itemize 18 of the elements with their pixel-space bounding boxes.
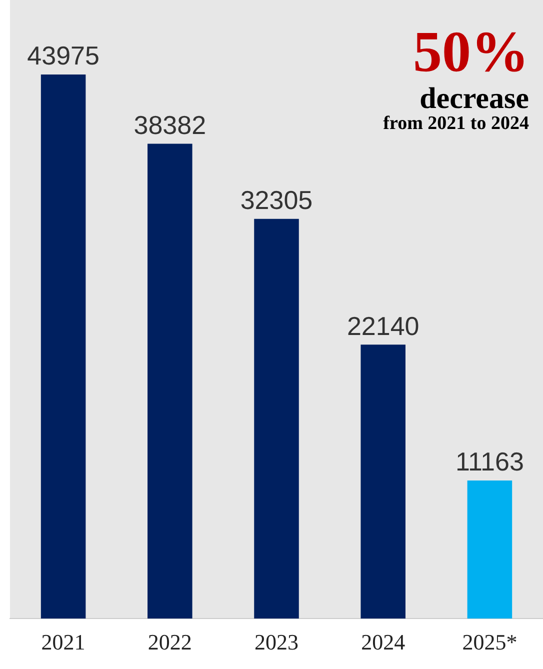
data-label: 22140 — [346, 310, 420, 341]
annotation: decrease — [418, 82, 529, 115]
bar — [360, 344, 406, 619]
annotation: 50% — [412, 19, 529, 84]
data-label: 11163 — [455, 446, 524, 477]
x-tick-label: 2023 — [254, 630, 298, 655]
data-label: 38382 — [134, 110, 206, 140]
data-label: 43975 — [27, 40, 100, 71]
x-tick-label: 2021 — [41, 630, 86, 655]
bar — [148, 144, 192, 619]
x-tick-label: 2022 — [148, 630, 192, 655]
data-label: 32305 — [240, 185, 313, 216]
bar — [467, 480, 512, 619]
annotation: from 2021 to 2024 — [383, 113, 529, 134]
bar — [40, 74, 86, 619]
x-tick-label: 2024 — [361, 630, 406, 655]
bar — [254, 218, 299, 619]
x-tick-label: 2025* — [462, 630, 518, 655]
